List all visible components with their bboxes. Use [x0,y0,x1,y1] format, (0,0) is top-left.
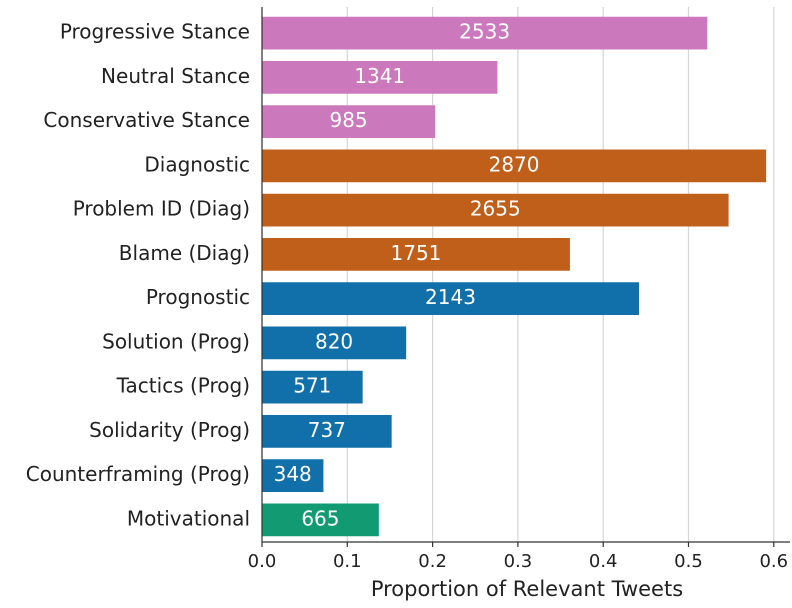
x-tick-label: 0.3 [504,551,533,572]
y-tick-label: Neutral Stance [101,64,250,88]
data-label: 1341 [354,64,405,88]
y-tick-label: Diagnostic [144,152,250,176]
data-label: 2870 [489,152,540,176]
bar [262,370,363,404]
y-tick-label: Progressive Stance [60,20,250,44]
data-label: 348 [274,462,312,486]
bar [262,326,407,360]
y-tick-label: Blame (Diag) [119,241,250,265]
x-tick-label: 0.5 [674,551,703,572]
y-tick-label: Solution (Prog) [102,329,250,353]
x-tick-label: 0.6 [759,551,788,572]
y-tick-label: Conservative Stance [43,108,250,132]
x-tick-label: 0.4 [589,551,618,572]
data-label: 571 [293,374,331,398]
data-label: 2533 [459,20,510,44]
bar [262,415,392,448]
y-tick-label: Counterframing (Prog) [26,462,250,486]
bar [262,149,767,183]
data-label: 820 [315,329,353,353]
x-tick-label: 0.1 [333,551,362,572]
x-tick-label: 0.2 [418,551,447,572]
y-tick-label: Problem ID (Diag) [73,197,250,221]
y-tick-label: Solidarity (Prog) [89,418,250,442]
bar [262,193,729,227]
y-tick-label: Prognostic [146,285,250,309]
bar [262,282,640,315]
x-tick-label: 0.0 [248,551,277,572]
data-label: 1751 [391,241,442,265]
bar [262,61,498,94]
bar [262,105,436,138]
data-label: 985 [329,108,367,132]
y-tick-label: Motivational [127,506,250,530]
x-axis-label: Proportion of Relevant Tweets [371,577,683,601]
bar [262,16,708,50]
data-label: 2143 [425,285,476,309]
data-label: 2655 [470,197,521,221]
data-label: 737 [308,418,346,442]
data-label: 665 [301,506,339,530]
bar [262,238,570,271]
y-tick-label: Tactics (Prog) [116,374,250,398]
bar [262,459,324,492]
bar [262,503,379,537]
